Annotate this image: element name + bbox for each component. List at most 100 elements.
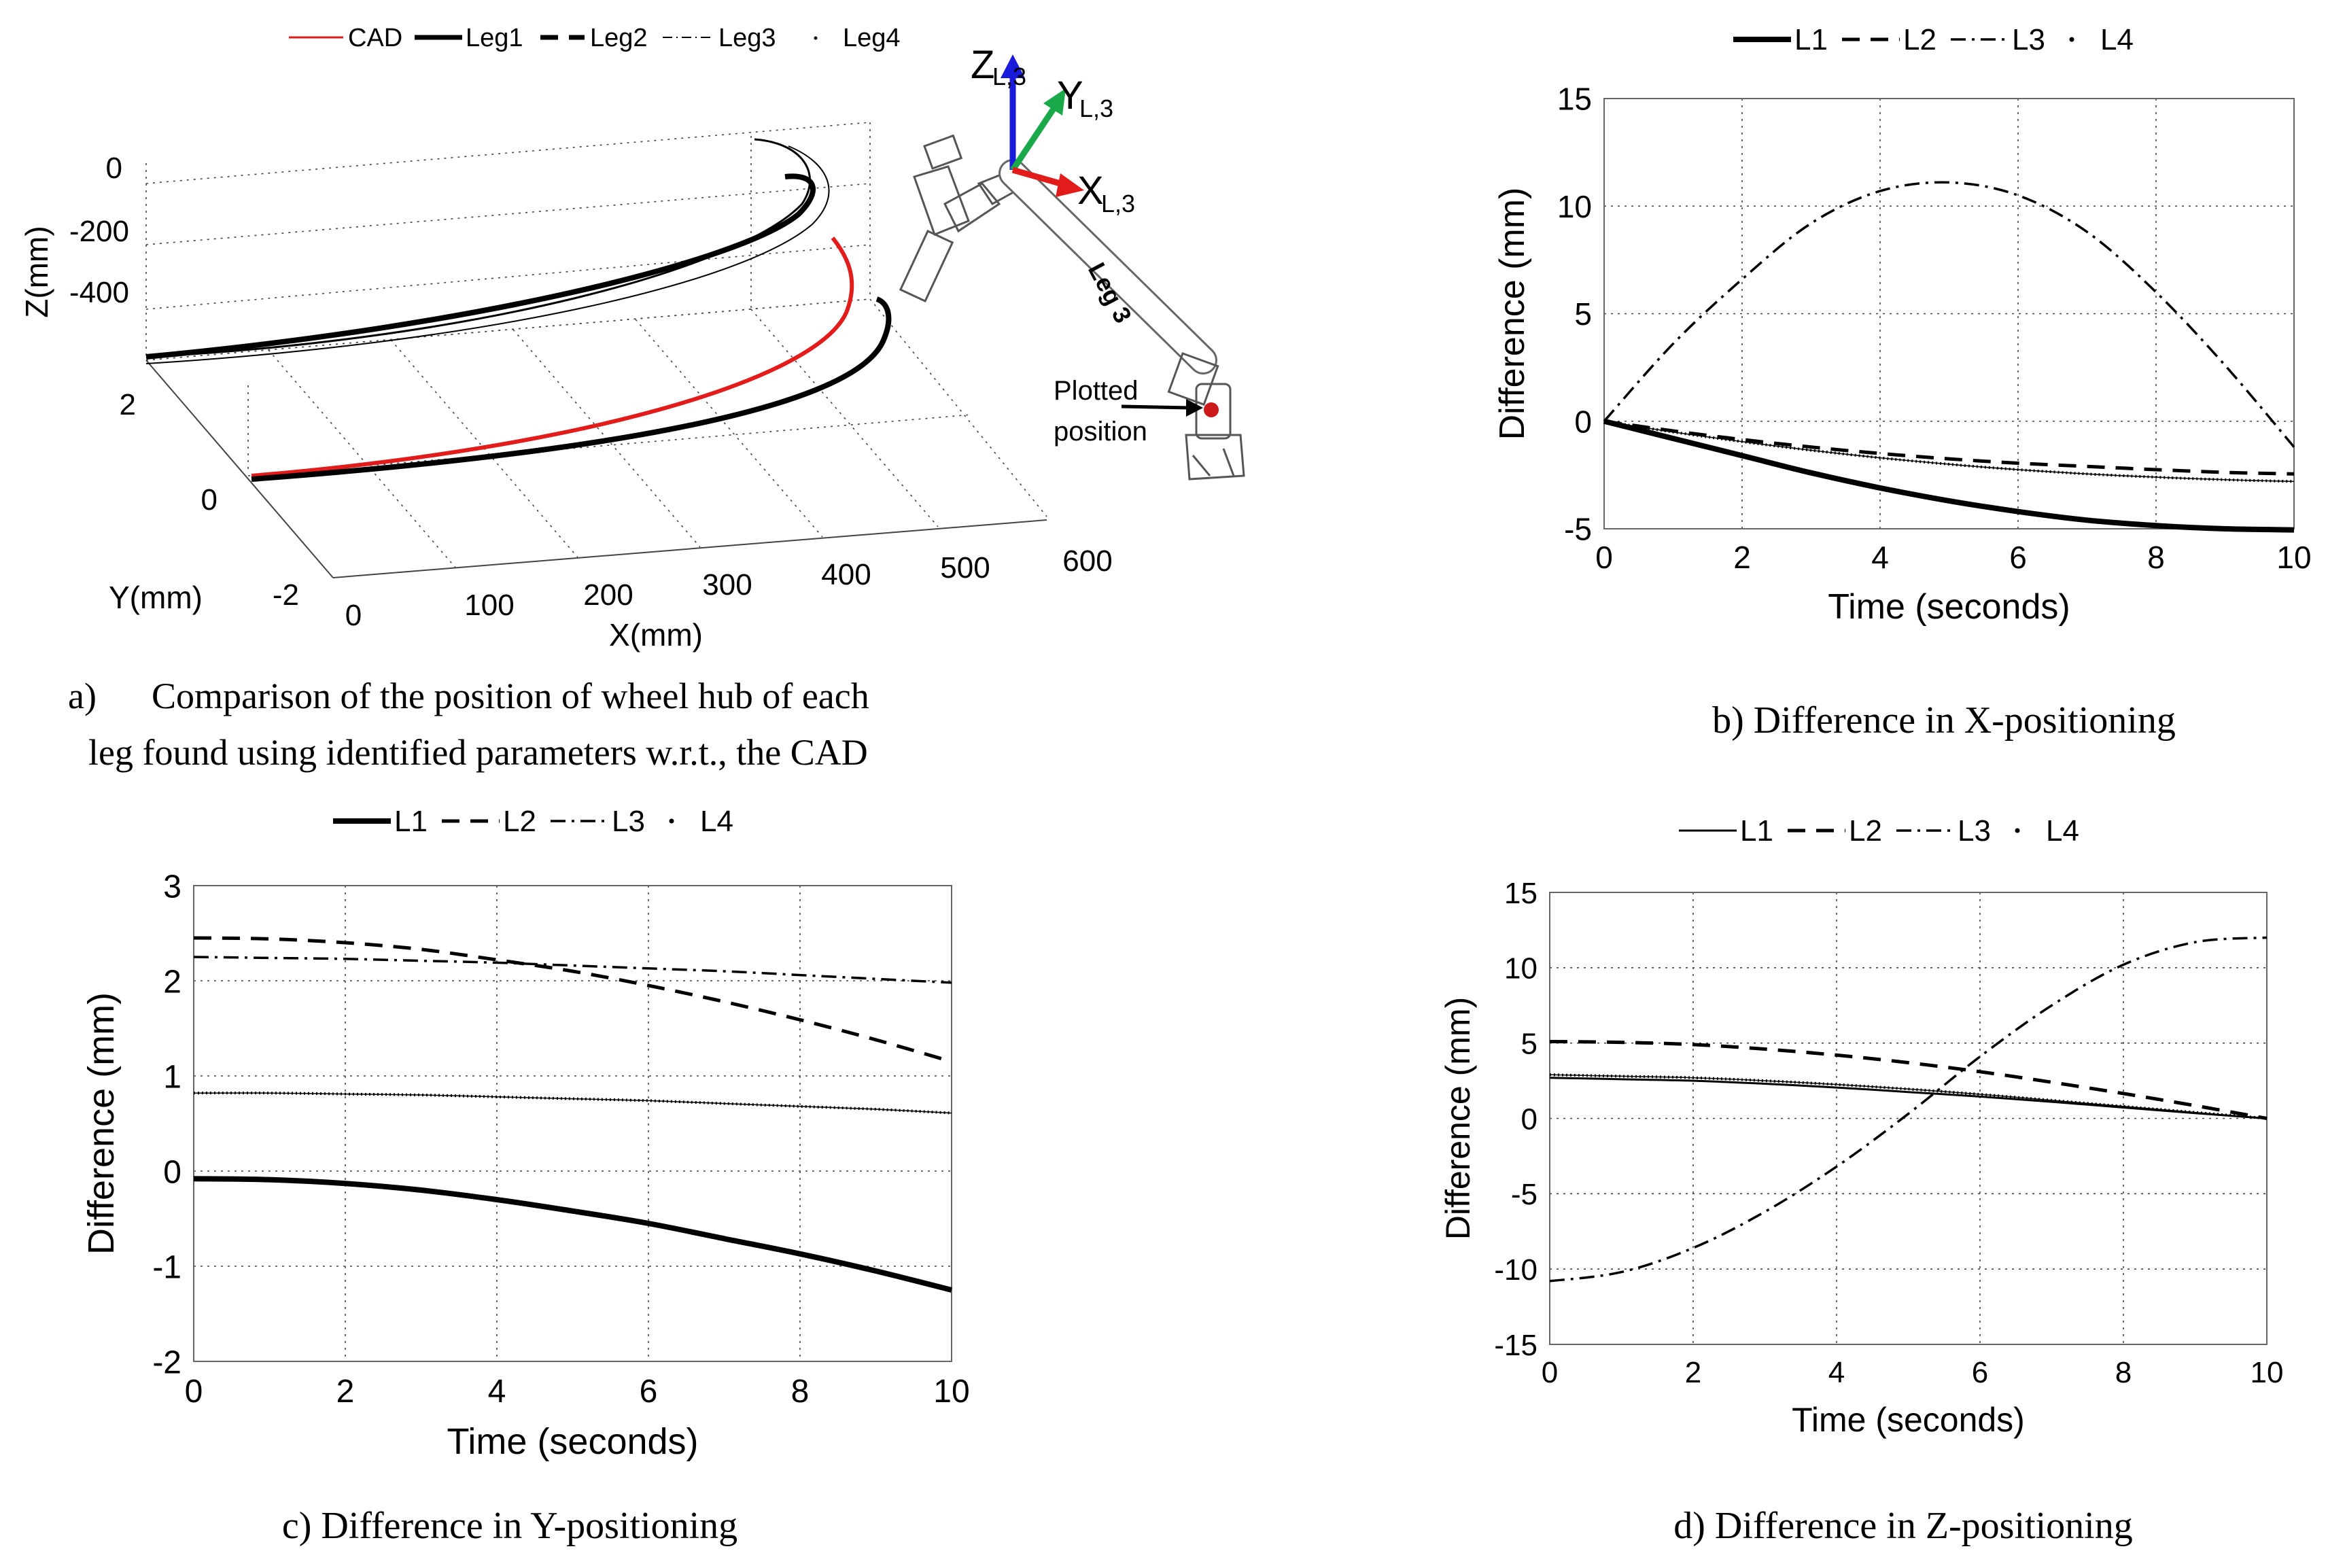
legend-label-leg2: Leg2	[590, 24, 648, 52]
series-line-l3	[1603, 181, 2295, 448]
caption-a-line2: leg found using identified parameters w.…	[88, 732, 868, 773]
y-tick-label: 15	[1504, 877, 1537, 910]
x-tick-label: 0	[1595, 540, 1613, 575]
x-tick-label: 2	[336, 1374, 355, 1410]
series-line-l4-core	[193, 1092, 952, 1114]
plot-area-frame	[193, 885, 952, 1362]
series-line-l2	[1549, 1040, 2268, 1120]
legend-label-l1: L1	[394, 805, 428, 838]
y-tick-0: -2	[273, 578, 299, 612]
plotted-label-line1: Plotted	[1054, 376, 1139, 406]
legend-label-l2: L2	[1849, 814, 1882, 848]
frame-x-sub: L,3	[1101, 190, 1135, 217]
x-axis-label: Time (seconds)	[1828, 587, 2070, 627]
plotted-label-line2: position	[1054, 417, 1147, 447]
y-tick-1: 0	[201, 483, 218, 517]
series-line-l4	[1603, 419, 2295, 483]
y-axis-label: Difference (mm)	[81, 992, 122, 1255]
legend-label-l1: L1	[1740, 814, 1773, 848]
y-tick-label: 1	[163, 1059, 181, 1095]
x-tick-label: 0	[1542, 1356, 1558, 1389]
y-tick-label: -5	[1564, 512, 1592, 547]
y-tick-label: 3	[163, 869, 181, 905]
plotted-position-marker	[1204, 402, 1219, 417]
z-axis-label: Z(mm)	[19, 226, 54, 317]
z-tick-1: -200	[69, 215, 129, 248]
series-line-l4-core	[1549, 1074, 2268, 1119]
x-tick-5: 500	[940, 551, 990, 585]
y-tick-label: 0	[163, 1154, 181, 1190]
x-tick-label: 10	[2276, 540, 2311, 575]
panel-a-3d-plot: CAD Leg1 Leg2 Leg3 Leg4	[19, 24, 1245, 773]
caption-b: b) Difference in X-positioning	[1712, 699, 2176, 742]
frame-y-label: Y	[1057, 73, 1083, 118]
series-line-l1	[193, 1176, 952, 1293]
panel-a-curves	[145, 138, 892, 482]
y-axis-label: Y(mm)	[109, 580, 203, 615]
y-tick-label: 2	[163, 964, 181, 1000]
x-tick-label: 6	[1972, 1356, 1988, 1389]
y-tick-label: 10	[1504, 952, 1537, 986]
x-tick-label: 0	[185, 1374, 203, 1410]
x-axis-label: Time (seconds)	[1792, 1401, 2025, 1439]
panel-a-ticks: 0 -200 -400 Z(mm) 2 0 -2 Y(mm) 0 100 200…	[19, 152, 1113, 652]
curve-leg3	[145, 145, 830, 364]
legend-label-l4: L4	[700, 805, 733, 838]
legend-label-l3: L3	[1958, 814, 1991, 848]
y-tick-label: -15	[1494, 1329, 1537, 1362]
frame-y-sub: L,3	[1079, 94, 1113, 122]
legend-swatch-l4	[2015, 828, 2020, 833]
legend-swatch-l4	[2069, 37, 2074, 42]
x-tick-4: 400	[821, 558, 871, 591]
curve-cad	[251, 237, 854, 478]
x-tick-label: 8	[2115, 1356, 2132, 1389]
curve-leg1	[145, 173, 816, 360]
x-axis-label: Time (seconds)	[447, 1421, 698, 1462]
y-axis-label: Difference (mm)	[1439, 997, 1477, 1240]
panel-a-legend: CAD Leg1 Leg2 Leg3 Leg4	[289, 24, 901, 52]
y-tick-label: 0	[1521, 1102, 1537, 1136]
series-line-l1	[1603, 418, 2295, 533]
y-tick-label: 0	[1574, 404, 1592, 439]
x-tick-label: 4	[1871, 540, 1889, 575]
series-line-l3	[193, 956, 952, 984]
y-tick-label: 10	[1557, 189, 1592, 224]
x-tick-label: 4	[488, 1374, 506, 1410]
legend-label-leg4: Leg4	[843, 24, 901, 52]
series-line-l4	[193, 1092, 952, 1115]
x-tick-6: 600	[1062, 544, 1112, 578]
legend-label-l2: L2	[1903, 23, 1936, 56]
x-tick-label: 2	[1733, 540, 1751, 575]
legend-label-l1: L1	[1794, 23, 1828, 56]
plotted-position-arrow	[1121, 404, 1190, 410]
caption-d: d) Difference in Z-positioning	[1673, 1505, 2132, 1547]
x-tick-label: 6	[2009, 540, 2027, 575]
legend-swatch-l4	[669, 818, 674, 824]
series-line-l3	[1549, 936, 2268, 1283]
caption-a-line1: a) Comparison of the position of wheel h…	[68, 676, 869, 716]
frame-y-axis	[1010, 107, 1056, 172]
caption-c: c) Difference in Y-positioning	[282, 1505, 737, 1547]
y-tick-label: 5	[1574, 296, 1592, 332]
x-axis-label: X(mm)	[609, 617, 703, 652]
x-tick-1: 100	[464, 589, 514, 622]
series-line-l4	[1549, 1073, 2268, 1120]
x-tick-3: 300	[702, 568, 752, 602]
panel-a-grid	[145, 122, 1047, 578]
x-tick-label: 10	[933, 1374, 969, 1410]
plot-area-frame	[1549, 892, 2268, 1345]
y-tick-2: 2	[120, 388, 136, 421]
frame-x-axis	[1011, 167, 1062, 187]
legend-label-l4: L4	[2046, 814, 2079, 848]
legend-label-l4: L4	[2100, 23, 2134, 56]
x-tick-2: 200	[583, 578, 633, 612]
x-tick-label: 8	[2147, 540, 2165, 575]
legend-label-leg3: Leg3	[718, 24, 776, 52]
chart-c-y-difference: 0 2 4 6 8 10 -2 -1 0 1 2 3 Time (seconds) Difference …	[81, 805, 970, 1547]
y-tick-label: -5	[1511, 1178, 1537, 1211]
chart-d-z-difference: 0 2 4 6 8 10 -15 -10 -5 0 5 10 15 Time (seconds) Diffe…	[1439, 814, 2283, 1547]
frame-x-label: X	[1077, 169, 1104, 213]
legend-label-l3: L3	[2012, 23, 2045, 56]
